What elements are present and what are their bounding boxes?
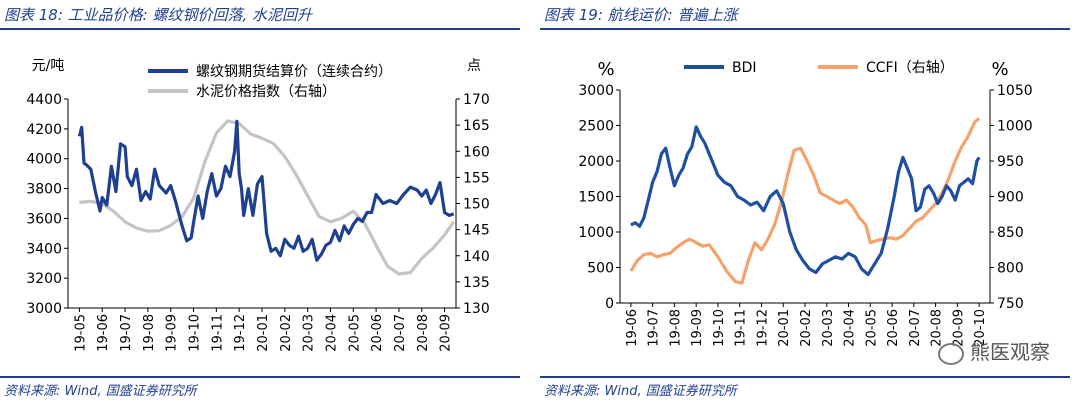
y-tick-label-right: 150 [463,197,490,213]
y-tick-label-right: 950 [997,154,1024,170]
x-tick-label: 19-05 [73,314,88,352]
y-tick-label-right: 800 [997,261,1024,277]
x-tick-label: 20-05 [347,314,362,352]
y-tick-label-left: 4200 [26,122,62,138]
x-tick-label: 20-09 [439,314,454,352]
x-tick-label: 20-01 [777,309,792,347]
y-tick-label-right: 145 [463,223,490,239]
series-line-1 [77,119,455,262]
series-line-2 [629,117,981,285]
left-chart-panel: 图表 18: 工业品价格: 螺纹钢价回落, 水泥回升 3000 3200 3400 3… [0,0,532,402]
y-axis-label-right: 点 [467,58,481,74]
title-rule [540,28,1070,30]
y-tick-label-left: 4000 [26,152,62,168]
y-tick-label-left: 0 [605,296,614,312]
y-tick-label-left: 3800 [26,182,62,198]
y-tick-label-left: 1000 [578,225,614,241]
x-tick-label: 20-02 [799,309,814,347]
y-tick-label-left: 1500 [578,190,614,206]
legend-label: 螺纹钢期货结算价（连续合约） [196,63,392,80]
x-tick-label: 19-07 [647,309,662,347]
legend-label: BDI [732,60,757,76]
x-tick-label: 20-07 [393,314,408,352]
x-tick-label: 20-07 [908,309,923,347]
chart-title: 图表 19: 航线运价: 普遍上涨 [544,6,738,24]
wechat-icon [938,342,964,365]
x-tick-label: 19-09 [690,309,705,347]
y-tick-label-right: 140 [463,249,490,265]
legend-label: 水泥价格指数（右轴） [196,84,336,100]
x-tick-label: 19-08 [668,309,683,347]
y-axis-label-right: % [991,59,1008,80]
y-tick-label-left: 500 [587,261,614,277]
y-tick-label-left: 2000 [578,154,614,170]
x-tick-label: 20-05 [864,309,879,347]
y-tick-label-left: 3600 [26,211,62,227]
x-tick-label: 20-04 [324,314,339,352]
right-chart: 0 500 1000 1500 2000 2500 3000 750 800 850 900 950 1… [578,59,1033,347]
y-tick-label-left: 4400 [26,92,62,108]
source-rule [0,376,520,378]
y-tick-label-right: 135 [463,275,490,291]
x-tick-label: 20-04 [843,309,858,347]
y-tick-label-right: 160 [463,144,490,160]
x-tick-label: 19-10 [712,309,727,347]
x-tick-label: 20-08 [416,314,431,352]
x-tick-label: 20-06 [886,309,901,347]
watermark: 熊医观察 [938,336,1050,365]
x-tick-label: 19-11 [734,309,749,347]
y-tick-label-left: 2500 [578,119,614,135]
x-tick-label: 20-03 [821,309,836,347]
x-tick-label: 20-03 [302,314,317,352]
x-tick-label: 19-06 [625,309,640,347]
y-tick-label-right: 1000 [997,119,1033,135]
chart-source: 资料来源: Wind, 国盛证券研究所 [4,384,197,399]
y-tick-label-right: 1050 [997,83,1033,99]
x-tick-label: 19-10 [188,314,203,352]
x-tick-label: 19-07 [119,314,134,352]
y-tick-label-left: 3400 [26,241,62,257]
x-tick-label: 19-12 [755,309,770,347]
legend-label: CCFI（右轴） [866,60,954,76]
y-tick-label-left: 3000 [578,83,614,99]
x-tick-label: 20-10 [973,309,988,347]
chart-title: 图表 18: 工业品价格: 螺纹钢价回落, 水泥回升 [4,6,313,24]
y-tick-label-right: 155 [463,170,490,186]
x-tick-label: 20-09 [951,309,966,347]
y-tick-label-right: 165 [463,118,490,134]
y-tick-label-right: 900 [997,190,1024,206]
y-tick-label-right: 750 [997,296,1024,312]
watermark-text: 熊医观察 [970,340,1050,364]
title-rule [0,28,520,30]
y-tick-label-left: 3200 [26,271,62,287]
series-line-2 [79,119,456,276]
x-tick-label: 19-11 [210,314,225,352]
right-chart-panel: 图表 19: 航线运价: 普遍上涨 0 500 1000 1500 2000 2500 30… [540,0,1080,402]
left-chart: 3000 3200 3400 3600 3800 4000 4200 4400 130 135 14… [26,58,490,352]
x-tick-label: 20-01 [256,314,271,352]
y-axis-label-left: % [597,59,614,80]
y-tick-label-right: 170 [463,92,490,108]
x-tick-label: 19-09 [165,314,180,352]
chart-source: 资料来源: Wind, 国盛证券研究所 [544,384,737,399]
x-tick-label: 20-06 [370,314,385,352]
x-tick-label: 19-12 [233,314,248,352]
x-tick-label: 20-08 [930,309,945,347]
x-tick-label: 19-06 [96,314,111,352]
x-tick-label: 20-02 [279,314,294,352]
y-tick-label-right: 130 [463,301,490,317]
y-tick-label-left: 3000 [26,301,62,317]
x-tick-label: 19-08 [142,314,157,352]
series-line-1 [630,125,981,277]
y-tick-label-right: 850 [997,225,1024,241]
source-rule [540,376,1070,378]
y-axis-label-left: 元/吨 [32,58,65,74]
